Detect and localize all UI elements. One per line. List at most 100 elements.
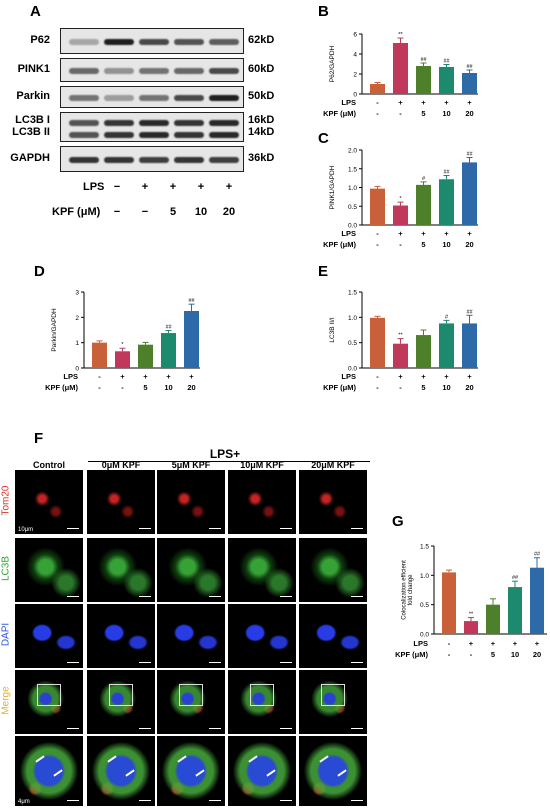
zoom-box bbox=[250, 684, 274, 706]
lps-value: - bbox=[376, 372, 379, 381]
blot-lps-value: + bbox=[225, 181, 233, 193]
micrograph-r1-c0 bbox=[15, 538, 83, 602]
bar-1 bbox=[393, 43, 408, 94]
blot-band bbox=[104, 95, 134, 101]
significance-mark: ** bbox=[398, 333, 403, 339]
lps-value: - bbox=[376, 98, 379, 107]
row-label-lc3b: LC3B bbox=[0, 556, 12, 582]
blot-band bbox=[209, 131, 239, 138]
kpf-value: 5 bbox=[143, 383, 147, 392]
kpf-value: - bbox=[448, 650, 451, 659]
significance-mark: ## bbox=[188, 298, 195, 304]
y-axis-label: LC3B II/I bbox=[329, 317, 336, 342]
kpf-value: - bbox=[399, 383, 402, 392]
micrograph-r0-c2 bbox=[157, 470, 225, 534]
scale-bar bbox=[209, 595, 221, 597]
zoom-box bbox=[37, 684, 61, 706]
y-tick-label: 6 bbox=[353, 32, 357, 39]
y-tick-label: 1.5 bbox=[348, 166, 357, 173]
scale-bar bbox=[209, 799, 221, 801]
blot-band bbox=[69, 157, 99, 163]
lps-value: + bbox=[491, 639, 496, 648]
lps-value: + bbox=[535, 639, 540, 648]
lps-value: + bbox=[444, 98, 449, 107]
blot-label-lc3b-ii: LC3B II bbox=[12, 126, 50, 138]
kpf-label: KPF (μM) bbox=[323, 109, 356, 118]
lps-value: + bbox=[398, 98, 403, 107]
chart-parkin: 0 1 2 3 Parkin/GAPDH * ## ## LPS KPF (μM) - - + - +5 +1… bbox=[45, 290, 200, 392]
y-tick-label: 1.0 bbox=[348, 185, 357, 192]
blot-band bbox=[139, 39, 169, 45]
scale-bar bbox=[67, 799, 79, 801]
blot-size-4: 36kD bbox=[248, 152, 275, 164]
lps-value: + bbox=[120, 372, 125, 381]
scale-bar bbox=[139, 527, 151, 529]
y-tick-label: 2.0 bbox=[348, 148, 357, 155]
lps-value: - bbox=[376, 229, 379, 238]
kpf-value: - bbox=[376, 383, 379, 392]
micrograph-r1-c2 bbox=[157, 538, 225, 602]
chart-colocalization: 0.0 0.5 1.0 1.5 Colocalization efficientfold… bbox=[395, 544, 547, 659]
scale-bar bbox=[67, 727, 79, 729]
blot-band bbox=[139, 68, 169, 74]
scale-bar bbox=[280, 727, 292, 729]
bar-0 bbox=[370, 317, 385, 368]
significance-mark: ## bbox=[420, 57, 427, 63]
blot-strip-4 bbox=[60, 146, 244, 172]
blot-size-0: 62kD bbox=[248, 34, 275, 46]
arrow-icon bbox=[107, 755, 117, 763]
kpf-value: 20 bbox=[465, 109, 473, 118]
scale-bar bbox=[139, 661, 151, 663]
y-tick-label: 4 bbox=[353, 52, 357, 59]
micrograph-r4-c2 bbox=[157, 736, 225, 806]
micrograph-r4-c0: 4μm bbox=[15, 736, 83, 806]
kpf-value: - bbox=[98, 383, 101, 392]
arrow-icon bbox=[125, 769, 135, 777]
y-axis-label: P62/GAPDH bbox=[329, 45, 336, 82]
blot-band bbox=[174, 131, 204, 138]
blot-band bbox=[139, 119, 169, 126]
scale-bar bbox=[280, 595, 292, 597]
kpf-value: - bbox=[376, 109, 379, 118]
y-tick-label: 0.5 bbox=[348, 204, 357, 211]
bar-2 bbox=[416, 66, 431, 94]
scale-bar bbox=[351, 661, 363, 663]
column-header-0: Control bbox=[33, 460, 65, 470]
scale-bar bbox=[209, 727, 221, 729]
micrograph-r4-c1 bbox=[87, 736, 155, 806]
scale-bar bbox=[351, 527, 363, 529]
row-label-merge: Merge bbox=[0, 686, 12, 715]
micrograph-r1-c4 bbox=[299, 538, 367, 602]
y-axis-label: Parkin/GAPDH bbox=[51, 308, 58, 352]
kpf-label: KPF (μM) bbox=[45, 383, 78, 392]
bar-3 bbox=[439, 67, 454, 94]
lps-value: + bbox=[467, 372, 472, 381]
micrograph-r3-c2 bbox=[157, 670, 225, 734]
y-tick-label: 0.0 bbox=[420, 632, 429, 639]
blot-band bbox=[69, 119, 99, 126]
kpf-value: 5 bbox=[421, 383, 425, 392]
bar-1 bbox=[393, 343, 408, 368]
blot-kpf-value: − bbox=[141, 206, 149, 218]
blot-strip-3 bbox=[60, 112, 244, 142]
bar-2 bbox=[416, 335, 431, 368]
kpf-value: 20 bbox=[533, 650, 541, 659]
kpf-value: 20 bbox=[465, 240, 473, 249]
blot-band bbox=[104, 157, 134, 163]
kpf-value: - bbox=[399, 240, 402, 249]
micrograph-r2-c1 bbox=[87, 604, 155, 668]
zoom-box bbox=[109, 684, 133, 706]
kpf-value: 10 bbox=[511, 650, 519, 659]
arrow-icon bbox=[248, 755, 258, 763]
lps-value: - bbox=[98, 372, 101, 381]
blot-label-0: P62 bbox=[30, 34, 50, 46]
arrow-icon bbox=[35, 755, 45, 763]
y-tick-label: 1 bbox=[75, 340, 79, 347]
lps-label: LPS bbox=[413, 639, 428, 648]
scale-bar bbox=[67, 527, 79, 529]
y-tick-label: 1.5 bbox=[348, 290, 357, 297]
blot-lps-value: + bbox=[141, 181, 149, 193]
scale-bar bbox=[351, 727, 363, 729]
micrograph-r4-c3 bbox=[228, 736, 296, 806]
blot-band bbox=[104, 119, 134, 126]
